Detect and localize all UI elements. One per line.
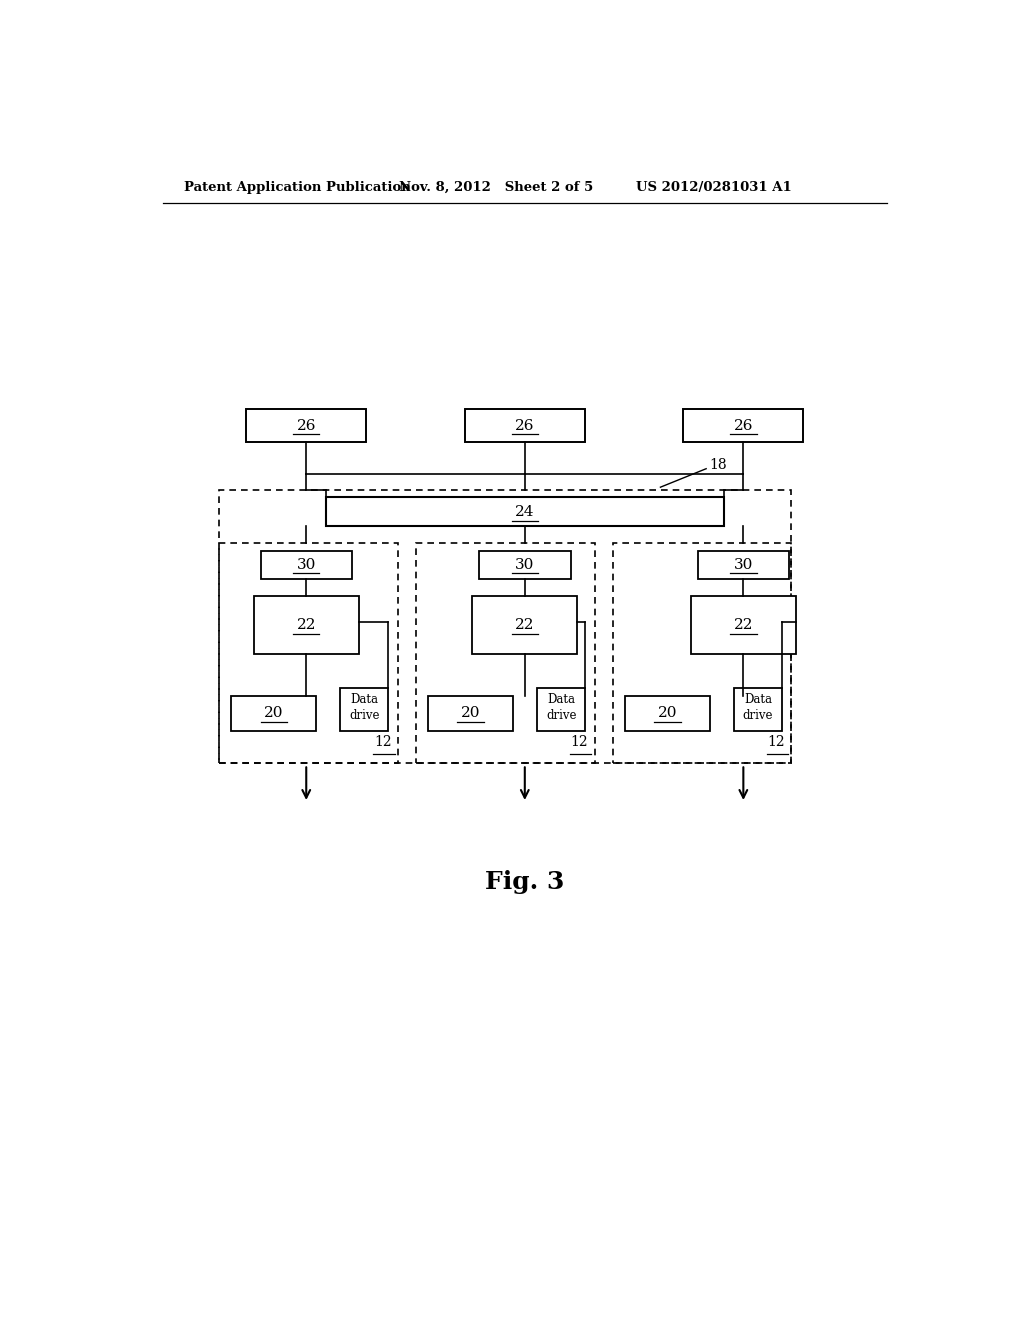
Text: 26: 26 — [515, 418, 535, 433]
Text: Patent Application Publication: Patent Application Publication — [183, 181, 411, 194]
Bar — [697, 552, 790, 579]
Bar — [326, 498, 724, 527]
Bar — [472, 595, 578, 653]
Bar — [231, 696, 316, 730]
Bar — [428, 696, 513, 730]
Text: 12: 12 — [768, 735, 785, 748]
Text: 26: 26 — [733, 418, 753, 433]
Text: 18: 18 — [710, 458, 727, 471]
Text: Data
drive: Data drive — [349, 693, 380, 722]
Text: 30: 30 — [733, 558, 753, 572]
Bar — [246, 409, 367, 442]
Text: 22: 22 — [733, 618, 753, 632]
Bar — [417, 544, 595, 763]
Bar — [479, 552, 570, 579]
Bar — [613, 544, 792, 763]
Text: 20: 20 — [264, 706, 284, 721]
Bar — [538, 688, 586, 730]
Text: Fig. 3: Fig. 3 — [485, 870, 564, 894]
Text: 12: 12 — [374, 735, 391, 748]
Bar — [683, 409, 804, 442]
Text: 20: 20 — [461, 706, 480, 721]
Text: 22: 22 — [515, 618, 535, 632]
Text: 12: 12 — [570, 735, 589, 748]
Text: 30: 30 — [297, 558, 316, 572]
Text: US 2012/0281031 A1: US 2012/0281031 A1 — [636, 181, 792, 194]
Text: Data
drive: Data drive — [546, 693, 577, 722]
Bar — [260, 552, 352, 579]
Text: 20: 20 — [657, 706, 677, 721]
Bar — [219, 544, 397, 763]
Text: 22: 22 — [297, 618, 316, 632]
Bar — [625, 696, 710, 730]
Bar — [691, 595, 796, 653]
Bar — [465, 409, 585, 442]
Text: 30: 30 — [515, 558, 535, 572]
Text: 24: 24 — [515, 504, 535, 519]
Bar — [219, 490, 792, 763]
Bar — [254, 595, 358, 653]
Text: 26: 26 — [297, 418, 316, 433]
Text: Data
drive: Data drive — [742, 693, 773, 722]
Bar — [734, 688, 782, 730]
Text: Nov. 8, 2012   Sheet 2 of 5: Nov. 8, 2012 Sheet 2 of 5 — [399, 181, 594, 194]
Bar — [340, 688, 388, 730]
